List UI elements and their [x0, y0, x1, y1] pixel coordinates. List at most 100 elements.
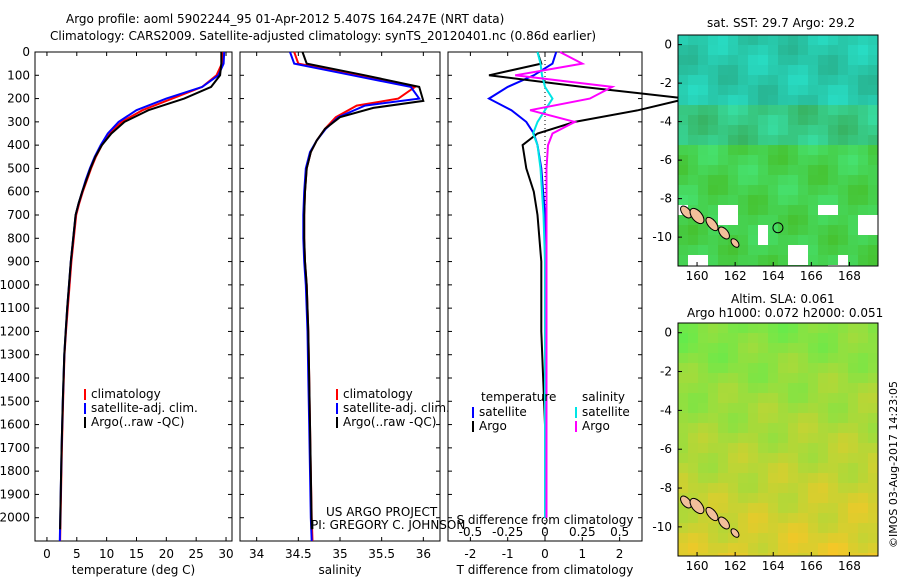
map-cell: [858, 225, 868, 235]
map-cell: [758, 473, 768, 483]
map-cell: [728, 353, 738, 363]
map-cell: [808, 493, 818, 503]
map-cell: [838, 45, 848, 55]
map-cell: [698, 343, 708, 353]
map-cell: [838, 115, 848, 125]
map-y-tick-label-1-1: -2: [660, 365, 672, 379]
map-cell: [828, 245, 838, 255]
map-cell: [678, 363, 688, 373]
map-cell: [768, 55, 778, 65]
x-tick-label-0-3: 15: [129, 547, 144, 561]
map-cell: [868, 255, 878, 265]
map-cell: [738, 225, 748, 235]
map-cell: [778, 483, 788, 493]
map-cell: [818, 393, 828, 403]
map-cell: [758, 115, 768, 125]
map-cell: [678, 463, 688, 473]
map-cell: [778, 533, 788, 543]
map-cell: [848, 175, 858, 185]
x-tick-label-1-1: 34.5: [285, 547, 312, 561]
map-cell: [838, 473, 848, 483]
map-cell: [788, 503, 798, 513]
map-cell: [818, 55, 828, 65]
map-cell: [678, 523, 688, 533]
map-cell: [698, 513, 708, 523]
map-cell: [748, 205, 758, 215]
map-cell: [828, 513, 838, 523]
map-cell: [848, 543, 858, 553]
map-cell: [798, 155, 808, 165]
legend-title-temperature: temperature: [481, 390, 556, 404]
map-cell: [678, 245, 688, 255]
map-cell: [768, 45, 778, 55]
map-cell: [678, 413, 688, 423]
map-cell: [758, 245, 768, 255]
map-cell: [688, 363, 698, 373]
map-cell: [748, 513, 758, 523]
y-tick-label-13: 1300: [0, 348, 30, 362]
map-cell: [738, 543, 748, 553]
map-cell: [848, 55, 858, 65]
map-cell: [788, 245, 798, 255]
map-cell: [778, 413, 788, 423]
map-cell: [738, 155, 748, 165]
map-cell: [738, 255, 748, 265]
map-cell: [848, 513, 858, 523]
map-cell: [748, 95, 758, 105]
map-cell: [698, 533, 708, 543]
map-cell: [698, 245, 708, 255]
map-cell: [698, 75, 708, 85]
map-cell: [728, 363, 738, 373]
map-cell: [728, 413, 738, 423]
map-cell: [778, 215, 788, 225]
map-cell: [708, 433, 718, 443]
map-cell: [748, 65, 758, 75]
map-cell: [728, 393, 738, 403]
map-cell: [758, 443, 768, 453]
map-cell: [738, 513, 748, 523]
map-cell: [678, 65, 688, 75]
map-cell: [778, 205, 788, 215]
map-cell: [758, 145, 768, 155]
map-cell: [748, 433, 758, 443]
map-cell: [818, 483, 828, 493]
map-cell: [748, 175, 758, 185]
map-cell: [678, 175, 688, 185]
map-cell: [808, 85, 818, 95]
y-tick-label-7: 700: [7, 208, 30, 222]
map-cell: [868, 105, 878, 115]
map-cell: [808, 463, 818, 473]
map-cell: [738, 463, 748, 473]
map-cell: [698, 483, 708, 493]
map-cell: [798, 45, 808, 55]
map-cell: [838, 255, 848, 265]
island-shape: [680, 495, 692, 509]
map-cell: [738, 55, 748, 65]
map-cell: [788, 35, 798, 45]
map-cell: [718, 185, 728, 195]
map-cell: [748, 75, 758, 85]
map-cell: [828, 75, 838, 85]
map-cell: [768, 353, 778, 363]
map-cell: [798, 333, 808, 343]
map-cell: [828, 115, 838, 125]
map-cell: [758, 45, 768, 55]
map-cell: [748, 215, 758, 225]
map-cell: [708, 343, 718, 353]
map-cell: [848, 155, 858, 165]
map-cell: [748, 185, 758, 195]
legend-label-1-1: satellite-adj. clim.: [343, 401, 450, 415]
map-cell: [848, 523, 858, 533]
map-cell: [698, 393, 708, 403]
map-cell: [788, 205, 798, 215]
map-cell: [828, 403, 838, 413]
map-cell: [848, 503, 858, 513]
map-cell: [768, 433, 778, 443]
map-cell: [858, 45, 868, 55]
map-x-tick-label-1-3: 166: [800, 559, 823, 573]
map-cell: [868, 393, 878, 403]
map-cell: [748, 155, 758, 165]
x-tick-label-0-0: 0: [43, 547, 51, 561]
map-cell: [738, 353, 748, 363]
sst-map-title: sat. SST: 29.7 Argo: 29.2: [707, 16, 856, 30]
